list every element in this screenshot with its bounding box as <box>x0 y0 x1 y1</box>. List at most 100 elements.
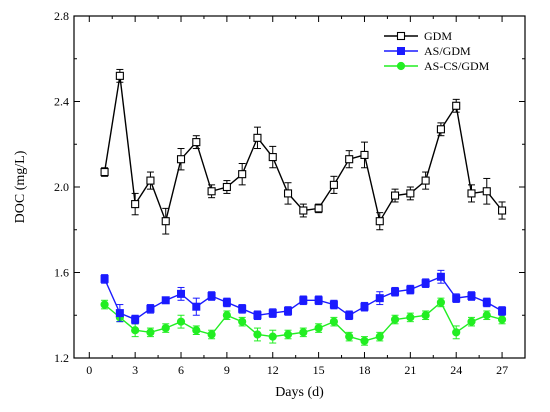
legend-entry: AS/GDM <box>384 44 471 58</box>
data-point <box>482 187 491 196</box>
y-tick-label: 1.6 <box>54 266 69 280</box>
legend-label: GDM <box>424 29 452 43</box>
data-point <box>391 287 400 296</box>
y-tick-label: 2.4 <box>54 95 69 109</box>
data-point <box>283 189 293 198</box>
data-point <box>283 330 293 339</box>
data-point <box>161 323 170 333</box>
y-tick-label: 2.8 <box>54 9 69 23</box>
data-point <box>360 336 369 345</box>
data-point <box>375 294 384 303</box>
data-point <box>436 125 445 134</box>
data-point <box>467 189 476 198</box>
data-point <box>314 296 323 305</box>
data-point <box>406 189 415 198</box>
data-point <box>176 317 186 326</box>
data-point <box>100 300 109 309</box>
legend-entry: AS-CS/GDM <box>384 59 490 73</box>
data-point <box>131 200 140 209</box>
data-point <box>421 176 430 185</box>
data-point <box>222 311 231 320</box>
x-tick-label: 12 <box>267 363 279 377</box>
series-layer <box>100 68 507 346</box>
x-tick-label: 0 <box>86 363 92 377</box>
data-point <box>452 294 461 303</box>
data-point <box>146 304 155 313</box>
axes: 0 3 6 9 12 15 18 21 24 27 1.2 1.6 2.0 2.4 2.8 <box>54 9 525 377</box>
series-0 <box>100 68 507 235</box>
data-point <box>268 332 277 341</box>
data-point <box>161 296 170 305</box>
data-point <box>436 298 446 307</box>
legend-marker <box>396 61 406 71</box>
x-tick-label: 3 <box>132 363 138 377</box>
data-point <box>345 155 354 164</box>
legend-label: AS/GDM <box>424 44 471 58</box>
data-point <box>482 311 491 320</box>
data-point <box>161 217 170 226</box>
data-point <box>253 311 262 320</box>
data-point <box>192 302 201 311</box>
data-point <box>253 133 262 142</box>
data-point <box>207 292 216 301</box>
data-point <box>482 298 491 307</box>
y-axis-label: DOC (mg/L) <box>13 150 28 223</box>
data-point <box>207 187 216 196</box>
data-point <box>360 150 369 159</box>
data-point <box>498 206 507 215</box>
data-point <box>222 182 231 192</box>
x-tick-label: 18 <box>358 363 370 377</box>
x-tick-label: 6 <box>178 363 184 377</box>
data-point <box>452 328 461 337</box>
legend-entry: GDM <box>384 29 452 43</box>
data-point <box>192 138 201 147</box>
data-point <box>284 306 293 315</box>
data-point <box>131 315 140 324</box>
x-tick-label: 24 <box>450 363 462 377</box>
data-point <box>100 167 109 177</box>
series-2 <box>100 297 507 346</box>
data-point <box>375 332 384 341</box>
data-point <box>115 71 124 80</box>
legend-label: AS-CS/GDM <box>424 59 490 73</box>
data-point <box>421 279 430 288</box>
data-point <box>222 298 231 307</box>
data-point <box>329 317 338 326</box>
x-tick-label: 27 <box>496 363 508 377</box>
data-point <box>329 180 338 189</box>
data-point <box>436 272 445 281</box>
data-point <box>100 274 109 283</box>
series-line <box>103 75 503 224</box>
data-point <box>177 289 186 298</box>
series-1 <box>100 269 507 325</box>
x-tick-label: 21 <box>404 363 416 377</box>
data-point <box>452 101 461 110</box>
data-point <box>467 317 476 326</box>
data-point <box>238 304 247 313</box>
data-point <box>498 306 507 315</box>
data-point <box>299 328 308 337</box>
data-point <box>192 326 201 335</box>
data-point <box>299 206 308 215</box>
data-point <box>345 332 354 341</box>
y-tick-label: 2.0 <box>54 180 69 194</box>
data-point <box>497 315 507 324</box>
data-point <box>146 176 155 185</box>
y-tick-label: 1.2 <box>54 351 69 365</box>
data-point <box>238 317 247 326</box>
legend-marker <box>396 31 406 41</box>
data-point <box>299 296 308 305</box>
data-point <box>421 311 430 320</box>
data-point <box>207 330 216 339</box>
data-point <box>467 292 476 301</box>
data-point <box>360 302 369 311</box>
data-point <box>314 323 323 333</box>
data-point <box>314 204 323 213</box>
data-point <box>391 191 400 200</box>
x-axis-label: Days (d) <box>275 385 324 400</box>
data-point <box>131 326 140 335</box>
data-point <box>115 309 124 318</box>
data-point <box>268 309 277 318</box>
